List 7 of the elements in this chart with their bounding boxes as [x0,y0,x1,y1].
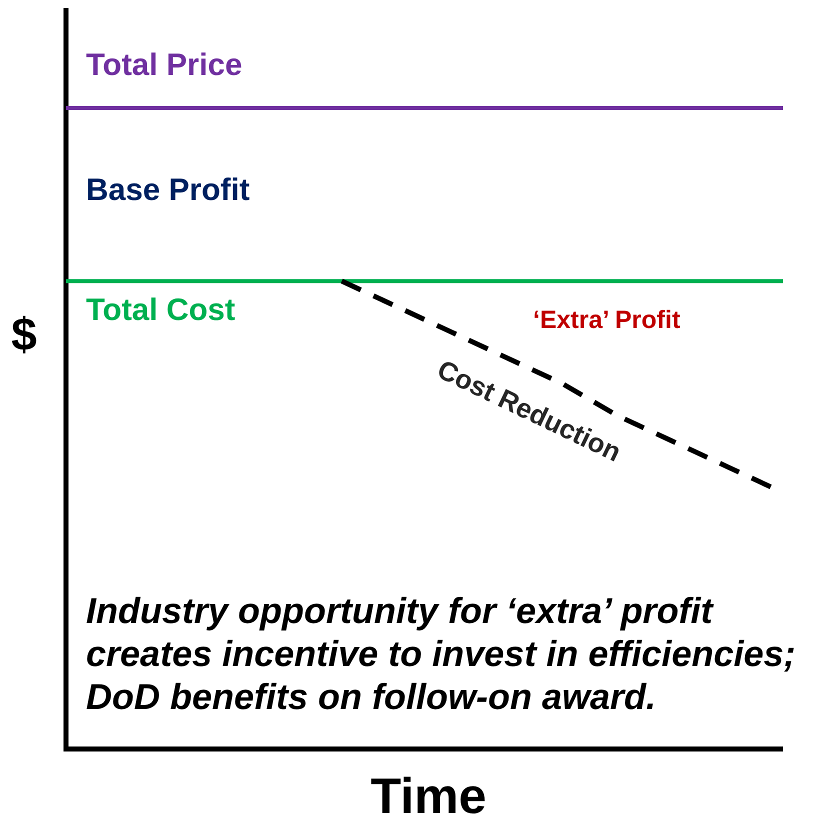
annotation: ‘Extra’ Profit [533,306,681,334]
series-label: Total Cost [86,292,236,328]
y-axis-title: $ [11,308,37,360]
annotation: Industry opportunity for ‘extra’ profit creates incentive to invest in efficiencies; DoD benefits on follow-on award. [86,590,796,717]
x-axis-title: Time [370,768,486,818]
series-label: Total Price [86,47,242,82]
annotation: Base Profit [86,172,250,207]
